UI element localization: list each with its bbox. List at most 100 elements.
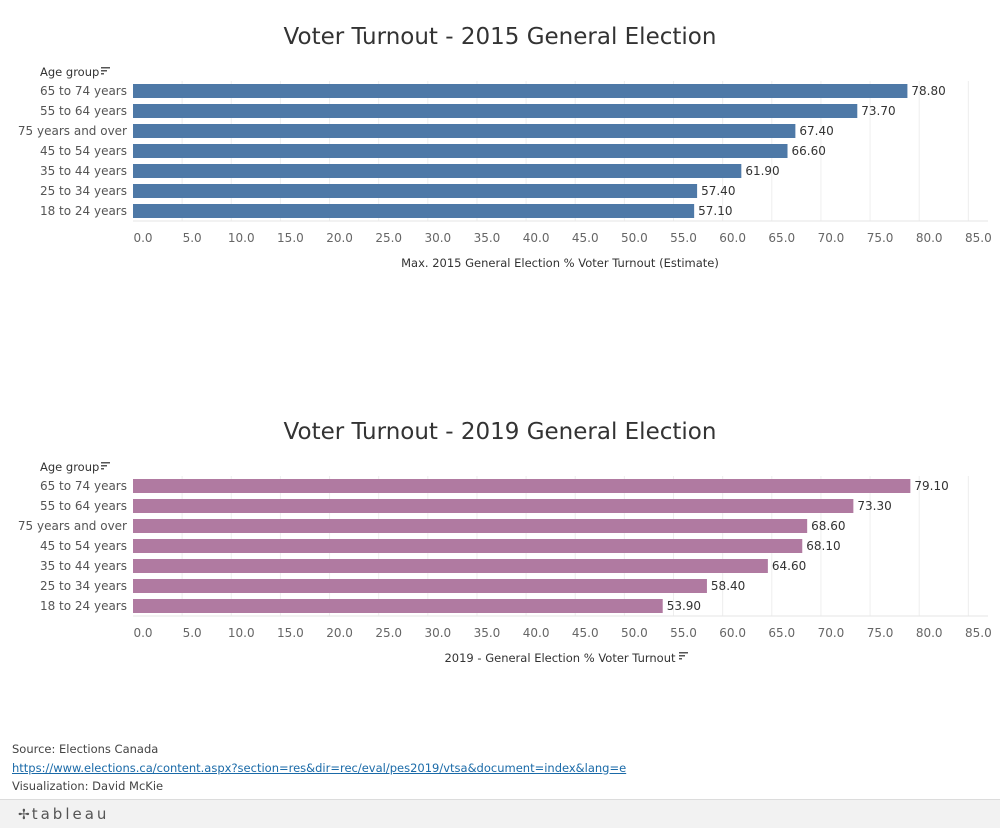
x-tick-label: 15.0	[277, 626, 304, 640]
category-label: 25 to 34 years	[40, 579, 127, 593]
row-header: Age group	[40, 65, 99, 79]
bar	[133, 599, 663, 613]
data-label: 78.80	[911, 84, 945, 98]
sort-icon	[101, 67, 110, 75]
category-label: 18 to 24 years	[40, 204, 127, 218]
x-tick-label: 75.0	[867, 626, 894, 640]
sort-icon-line	[101, 465, 107, 467]
data-label: 73.70	[861, 104, 895, 118]
bar	[133, 144, 788, 158]
x-tick-label: 80.0	[916, 231, 943, 245]
data-label: 61.90	[745, 164, 779, 178]
chart-2015: Voter Turnout - 2015 General Election Age…	[0, 0, 1000, 300]
x-axis-label: Max. 2015 General Election % Voter Turno…	[401, 256, 719, 270]
bar	[133, 84, 908, 98]
category-label: 25 to 34 years	[40, 184, 127, 198]
data-label: 57.10	[698, 204, 732, 218]
x-tick-label: 15.0	[277, 231, 304, 245]
x-tick-label: 30.0	[424, 231, 451, 245]
x-tick-label: 45.0	[572, 626, 599, 640]
x-axis-label: 2019 - General Election % Voter Turnout	[444, 651, 676, 665]
bar	[133, 499, 854, 513]
x-tick-label: 60.0	[719, 626, 746, 640]
category-label: 35 to 44 years	[40, 164, 127, 178]
x-tick-label: 65.0	[768, 626, 795, 640]
category-label: 35 to 44 years	[40, 559, 127, 573]
data-label: 68.10	[806, 539, 840, 553]
bar	[133, 164, 742, 178]
x-tick-label: 50.0	[621, 626, 648, 640]
bar	[133, 579, 707, 593]
x-tick-label: 30.0	[424, 626, 451, 640]
category-label: 75 years and over	[18, 124, 127, 138]
x-tick-label: 55.0	[670, 231, 697, 245]
tableau-logo[interactable]: ✢ tableau	[18, 805, 109, 823]
bar	[133, 519, 808, 533]
x-tick-label: 25.0	[375, 231, 402, 245]
chart-2019: Voter Turnout - 2019 General Election Age…	[0, 395, 1000, 695]
credit-text: Visualization: David McKie	[12, 779, 164, 792]
category-label: 45 to 54 years	[40, 539, 127, 553]
x-tick-label: 5.0	[183, 231, 202, 245]
data-label: 64.60	[772, 559, 806, 573]
x-sort-icon-line	[679, 658, 682, 660]
x-tick-label: 20.0	[326, 626, 353, 640]
category-label: 65 to 74 years	[40, 84, 127, 98]
x-tick-label: 50.0	[621, 231, 648, 245]
x-sort-icon-line	[679, 652, 688, 654]
x-tick-label: 40.0	[523, 626, 550, 640]
data-label: 66.60	[792, 144, 826, 158]
category-label: 18 to 24 years	[40, 599, 127, 613]
x-tick-label: 0.0	[133, 626, 152, 640]
row-header: Age group	[40, 460, 99, 474]
category-label: 55 to 64 years	[40, 499, 127, 513]
category-label: 75 years and over	[18, 519, 127, 533]
sort-icon	[101, 462, 110, 470]
x-tick-label: 40.0	[523, 231, 550, 245]
sort-icon-line	[101, 468, 104, 470]
footer: Source: Elections Canada https://www.ele…	[12, 740, 812, 792]
tableau-logo-text: tableau	[31, 805, 110, 823]
tableau-logo-icon: ✢	[18, 807, 30, 823]
bar	[133, 104, 858, 118]
data-label: 58.40	[711, 579, 745, 593]
sort-icon-line	[101, 73, 104, 75]
data-label: 53.90	[667, 599, 701, 613]
x-tick-label: 65.0	[768, 231, 795, 245]
x-tick-label: 10.0	[228, 626, 255, 640]
x-tick-label: 70.0	[818, 626, 845, 640]
x-tick-label: 85.0	[965, 231, 992, 245]
data-label: 68.60	[811, 519, 845, 533]
data-label: 79.10	[914, 479, 948, 493]
data-label: 67.40	[799, 124, 833, 138]
category-label: 45 to 54 years	[40, 144, 127, 158]
category-label: 55 to 64 years	[40, 104, 127, 118]
x-tick-label: 85.0	[965, 626, 992, 640]
sort-icon-line	[101, 70, 107, 72]
bar	[133, 539, 803, 553]
x-tick-label: 35.0	[474, 626, 501, 640]
sort-icon-line	[101, 67, 110, 69]
x-sort-icon	[679, 652, 688, 660]
sort-icon-line	[101, 462, 110, 464]
x-tick-label: 10.0	[228, 231, 255, 245]
x-sort-icon-line	[679, 655, 685, 657]
source-text: Source: Elections Canada	[12, 742, 159, 756]
x-tick-label: 70.0	[818, 231, 845, 245]
x-tick-label: 20.0	[326, 231, 353, 245]
x-tick-label: 60.0	[719, 231, 746, 245]
source-link[interactable]: https://www.elections.ca/content.aspx?se…	[12, 760, 627, 775]
chart-2019-svg: Voter Turnout - 2019 General Election Age…	[18, 419, 992, 665]
bar	[133, 124, 796, 138]
chart-title: Voter Turnout - 2019 General Election	[284, 419, 717, 445]
x-tick-label: 35.0	[474, 231, 501, 245]
x-tick-label: 25.0	[375, 626, 402, 640]
bar	[133, 559, 768, 573]
x-tick-label: 5.0	[183, 626, 202, 640]
data-label: 73.30	[857, 499, 891, 513]
category-label: 65 to 74 years	[40, 479, 127, 493]
x-tick-label: 0.0	[133, 231, 152, 245]
bar	[133, 479, 911, 493]
x-tick-label: 75.0	[867, 231, 894, 245]
x-tick-label: 80.0	[916, 626, 943, 640]
